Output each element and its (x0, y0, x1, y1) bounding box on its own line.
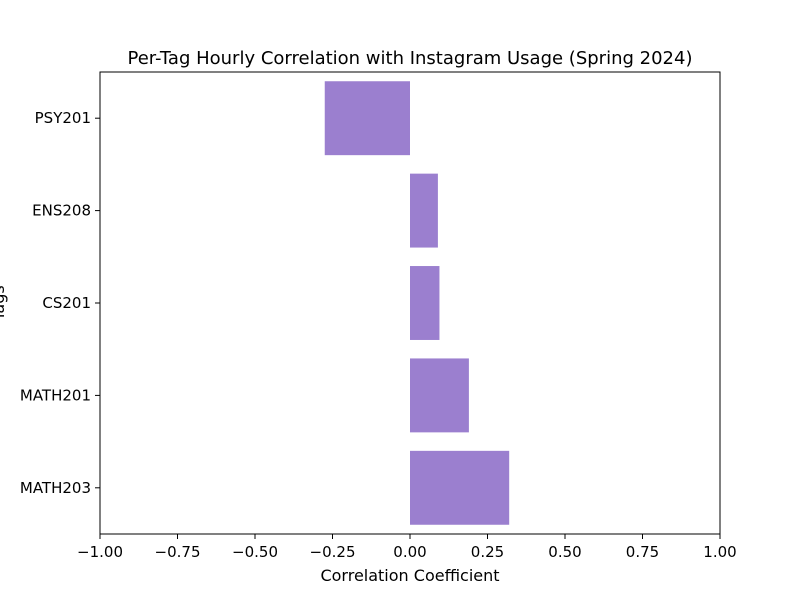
x-axis-label: Correlation Coefficient (320, 566, 499, 585)
x-tick-label: −1.00 (77, 543, 123, 561)
x-tick-label: 0.50 (548, 543, 581, 561)
x-tick-label: 1.00 (703, 543, 736, 561)
bars-group (324, 81, 510, 525)
y-tick-label-cs201: CS201 (42, 294, 91, 312)
x-tick-label: −0.75 (155, 543, 201, 561)
bar-cs201 (410, 266, 440, 340)
chart-title: Per-Tag Hourly Correlation with Instagra… (128, 48, 693, 69)
x-axis: −1.00 −0.75 −0.50 −0.25 0.00 0.25 0.50 0.75 1.00 (77, 534, 737, 561)
bar-math201 (410, 358, 469, 433)
y-tick-label-psy201: PSY201 (35, 109, 91, 127)
y-axis-label: Tags (0, 285, 8, 321)
bar-psy201 (324, 81, 410, 156)
y-tick-label-ens208: ENS208 (32, 202, 91, 220)
x-tick-label: 0.75 (626, 543, 659, 561)
y-tick-label-math203: MATH203 (20, 479, 91, 497)
x-tick-label: 0.00 (393, 543, 426, 561)
x-tick-label: −0.25 (310, 543, 356, 561)
bar-ens208 (410, 173, 438, 248)
x-tick-label: 0.25 (471, 543, 504, 561)
y-tick-label-math201: MATH201 (20, 386, 91, 404)
x-tick-label: −0.50 (232, 543, 278, 561)
bar-math203 (410, 450, 510, 525)
y-axis: PSY201 ENS208 CS201 MATH201 MATH203 (20, 109, 100, 497)
